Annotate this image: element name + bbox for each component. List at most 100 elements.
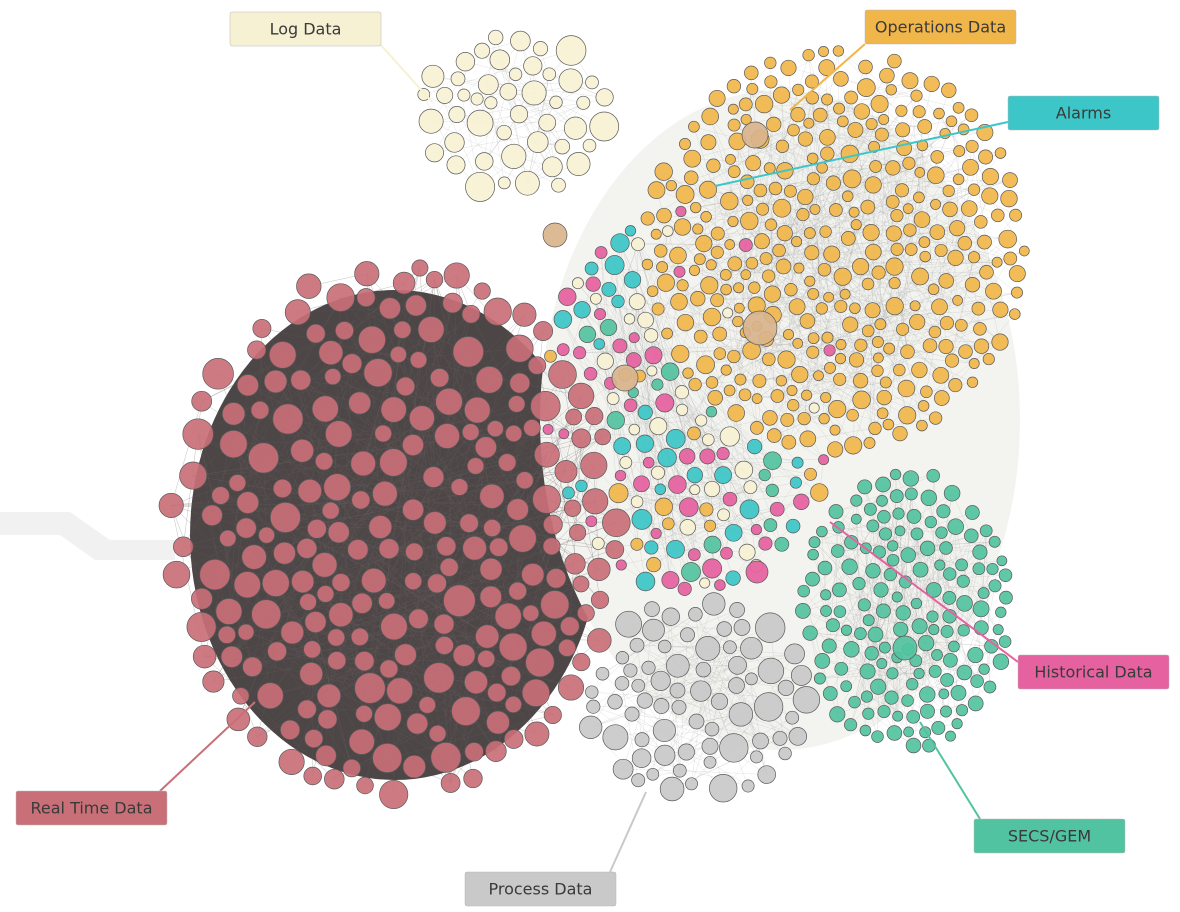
- node: [820, 605, 832, 617]
- edge: [809, 633, 821, 679]
- node: [972, 562, 986, 576]
- edge: [508, 91, 528, 184]
- node: [953, 145, 966, 158]
- node: [909, 654, 923, 668]
- edge: [898, 513, 978, 682]
- node: [328, 602, 354, 628]
- node: [650, 670, 671, 691]
- node: [820, 589, 832, 601]
- node: [877, 510, 891, 524]
- node: [675, 185, 695, 204]
- node: [278, 748, 305, 775]
- node: [1008, 265, 1026, 283]
- node: [707, 390, 723, 406]
- node: [727, 349, 741, 364]
- node: [693, 329, 708, 344]
- node: [315, 744, 337, 767]
- node: [729, 602, 745, 618]
- node: [485, 740, 507, 762]
- node: [459, 513, 479, 533]
- node: [317, 709, 338, 730]
- node: [589, 111, 620, 142]
- node: [296, 273, 322, 299]
- node: [891, 591, 903, 603]
- node: [450, 71, 466, 87]
- node: [342, 758, 361, 778]
- node: [857, 598, 871, 612]
- node: [430, 742, 462, 773]
- label-box: [464, 871, 617, 907]
- node: [297, 478, 322, 504]
- node: [232, 687, 250, 705]
- edge: [448, 275, 457, 568]
- node: [752, 373, 767, 388]
- edge: [638, 701, 720, 781]
- node: [523, 419, 541, 437]
- node: [704, 721, 720, 737]
- node: [741, 121, 769, 149]
- node: [821, 93, 834, 106]
- node: [840, 624, 853, 636]
- node: [797, 584, 810, 598]
- node: [724, 523, 743, 542]
- node: [754, 94, 774, 114]
- node: [657, 448, 677, 468]
- edge: [300, 379, 450, 402]
- node: [688, 264, 701, 276]
- edge: [336, 569, 492, 638]
- edge: [927, 669, 985, 695]
- node: [833, 267, 852, 286]
- node: [533, 321, 554, 342]
- node: [757, 657, 785, 685]
- edge: [610, 383, 721, 586]
- node: [523, 56, 543, 76]
- node: [1009, 208, 1023, 222]
- edge: [434, 279, 493, 497]
- node: [585, 75, 599, 90]
- node: [992, 624, 1004, 636]
- node: [356, 288, 376, 308]
- node: [653, 244, 668, 258]
- node: [926, 468, 940, 483]
- node: [479, 483, 505, 509]
- node: [272, 478, 293, 499]
- node: [652, 718, 676, 743]
- node: [600, 318, 618, 337]
- node: [814, 653, 831, 669]
- edge: [431, 121, 559, 186]
- node: [858, 59, 873, 75]
- node: [662, 225, 674, 237]
- node: [777, 679, 795, 697]
- node: [864, 176, 882, 194]
- node: [191, 587, 213, 610]
- node: [709, 774, 738, 803]
- node: [474, 436, 497, 459]
- node: [902, 203, 914, 214]
- node: [804, 275, 816, 287]
- edge: [745, 197, 920, 275]
- node: [741, 779, 755, 793]
- node: [924, 515, 937, 529]
- node: [867, 626, 884, 643]
- edge: [803, 590, 834, 626]
- node: [614, 676, 630, 691]
- node: [318, 340, 344, 366]
- node: [853, 103, 870, 120]
- node: [719, 269, 732, 281]
- label-box: [1007, 95, 1160, 131]
- node: [677, 743, 695, 761]
- node: [220, 645, 243, 668]
- label-text: Real Time Data: [30, 799, 152, 818]
- node: [764, 56, 777, 70]
- node: [705, 376, 719, 389]
- node: [473, 282, 491, 300]
- edge: [300, 380, 365, 714]
- node: [761, 269, 776, 283]
- node: [273, 541, 296, 565]
- node: [909, 313, 926, 330]
- node: [840, 144, 859, 164]
- node: [706, 158, 721, 173]
- node: [919, 686, 936, 703]
- node: [886, 553, 900, 567]
